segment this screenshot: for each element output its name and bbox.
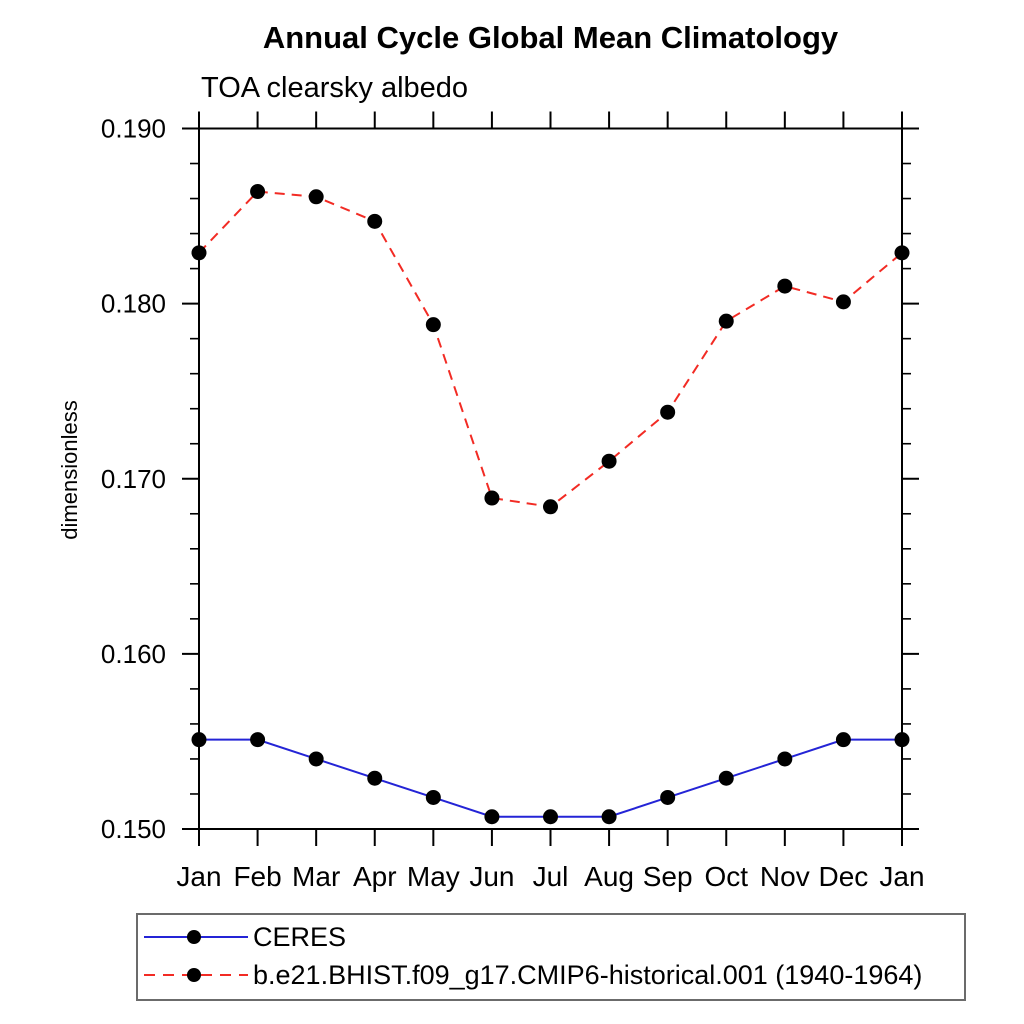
svg-text:Sep: Sep (643, 861, 693, 892)
svg-text:Jan: Jan (176, 861, 221, 892)
svg-text:0.180: 0.180 (101, 289, 166, 319)
svg-text:Aug: Aug (584, 861, 634, 892)
legend-marker-dot (187, 968, 201, 982)
legend-line-sample-dashed (144, 968, 248, 982)
x-axis-ticks (198, 111, 903, 846)
svg-text:Mar: Mar (292, 861, 340, 892)
svg-text:Nov: Nov (760, 861, 810, 892)
svg-text:Jun: Jun (469, 861, 514, 892)
series-line-ceres (199, 738, 902, 818)
legend-entry-ceres: CERES (142, 919, 346, 955)
svg-text:Oct: Oct (704, 861, 748, 892)
svg-text:Feb: Feb (233, 861, 281, 892)
svg-text:Jul: Jul (533, 861, 569, 892)
svg-text:0.160: 0.160 (101, 639, 166, 669)
svg-text:0.150: 0.150 (101, 814, 166, 844)
series-markers-ceres (191, 732, 910, 825)
legend-box: CERES b.e21.BHIST.f09_g17.CMIP6-historic… (136, 913, 966, 1001)
chart-title: Annual Cycle Global Mean Climatology (262, 20, 839, 55)
legend-entry-model: b.e21.BHIST.f09_g17.CMIP6-historical.001… (142, 957, 922, 993)
series-markers-model (191, 184, 910, 515)
legend-label-ceres: CERES (253, 921, 347, 952)
plot-frame (198, 127, 903, 830)
y-tick-labels: 0.150 0.160 0.170 0.180 0.190 (101, 114, 166, 845)
y-axis-ticks (182, 127, 919, 830)
x-tick-labels: Jan Feb Mar Apr May Jun Jul Aug Sep Oct Nov Dec Jan (176, 861, 924, 892)
svg-text:May: May (407, 861, 460, 892)
svg-text:Dec: Dec (819, 861, 869, 892)
legend-marker-dot (187, 930, 201, 944)
svg-text:0.190: 0.190 (101, 114, 166, 144)
legend-line-sample-solid (144, 930, 248, 944)
svg-text:0.170: 0.170 (101, 464, 166, 494)
series-line-model (198, 190, 903, 508)
legend-label-model: b.e21.BHIST.f09_g17.CMIP6-historical.001… (253, 959, 923, 990)
chart-subtitle: TOA clearsky albedo (201, 72, 469, 104)
svg-text:Apr: Apr (353, 861, 397, 892)
svg-text:Jan: Jan (879, 861, 924, 892)
